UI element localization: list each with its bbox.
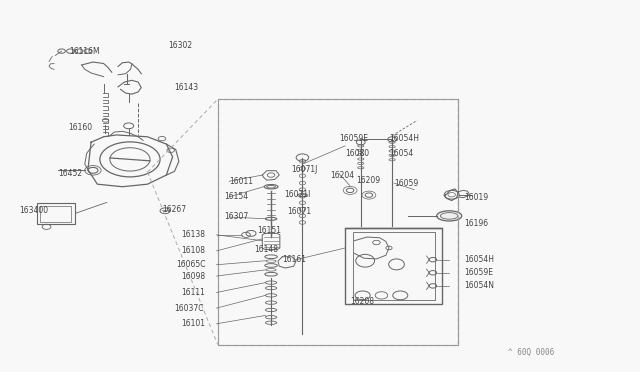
- Bar: [218, 99, 458, 344]
- Text: 16111: 16111: [180, 288, 205, 297]
- Ellipse shape: [436, 211, 461, 221]
- Bar: [353, 232, 435, 300]
- Text: 16208: 16208: [350, 298, 374, 307]
- Text: 16307: 16307: [225, 212, 249, 221]
- Text: 16080: 16080: [345, 149, 369, 158]
- Text: 16071J: 16071J: [291, 165, 317, 174]
- Text: 16059E: 16059E: [464, 268, 493, 277]
- Bar: [36, 203, 76, 224]
- Text: 16108: 16108: [180, 246, 205, 256]
- Text: 16209: 16209: [356, 176, 381, 185]
- Text: 16037C: 16037C: [175, 304, 204, 312]
- Text: 16019: 16019: [464, 193, 488, 202]
- Text: 16267: 16267: [162, 205, 186, 214]
- Text: 16204: 16204: [330, 171, 354, 180]
- Text: 163400: 163400: [19, 206, 48, 215]
- Bar: [40, 206, 71, 222]
- Text: 16101: 16101: [180, 319, 205, 328]
- Text: ^ 60Q 0006: ^ 60Q 0006: [508, 348, 554, 357]
- Text: 16148: 16148: [254, 245, 278, 254]
- Text: 16302: 16302: [168, 41, 193, 50]
- Text: 16059: 16059: [394, 179, 419, 187]
- Text: 16143: 16143: [175, 83, 198, 92]
- Bar: [218, 99, 458, 344]
- Text: 16161: 16161: [282, 255, 307, 264]
- Text: 16452: 16452: [58, 169, 82, 178]
- Text: 16054H: 16054H: [389, 134, 419, 143]
- Text: 16054N: 16054N: [464, 281, 494, 291]
- Text: 16154: 16154: [225, 192, 249, 201]
- Text: 16196: 16196: [464, 219, 488, 228]
- Text: 16116M: 16116M: [69, 46, 100, 55]
- Text: 16054: 16054: [389, 149, 413, 158]
- Text: 16071I: 16071I: [284, 189, 310, 199]
- Bar: [345, 228, 442, 304]
- Text: 16071: 16071: [287, 207, 312, 216]
- Text: 16059E: 16059E: [339, 134, 368, 143]
- Text: 16098: 16098: [180, 272, 205, 280]
- Text: 16065C: 16065C: [176, 260, 205, 269]
- Text: 16054H: 16054H: [464, 255, 494, 264]
- Text: 16160: 16160: [68, 123, 92, 132]
- Text: 16138: 16138: [180, 230, 205, 239]
- Text: 16011: 16011: [229, 177, 253, 186]
- Text: 16151: 16151: [257, 226, 282, 235]
